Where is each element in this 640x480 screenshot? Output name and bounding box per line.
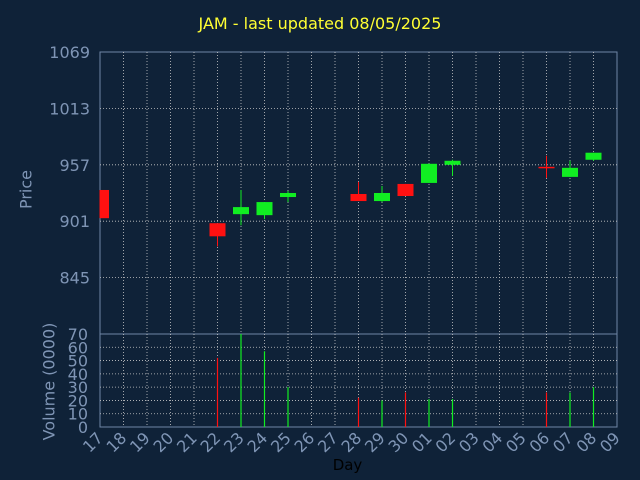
volume-tick-label: 10 xyxy=(68,405,88,424)
price-tick-label: 1013 xyxy=(49,99,90,118)
candle-body xyxy=(374,193,390,202)
candle-body xyxy=(350,194,367,202)
price-tick-label: 1069 xyxy=(49,43,90,62)
candle-body xyxy=(256,202,273,216)
price-tick-label: 957 xyxy=(59,156,90,175)
volume-tick-label: 0 xyxy=(78,418,88,437)
price-tick-label: 845 xyxy=(59,269,90,288)
x-axis-label: Day xyxy=(332,456,363,474)
candle-body xyxy=(280,193,296,198)
volume-tick-label: 50 xyxy=(68,352,88,371)
volume-tick-label: 20 xyxy=(68,391,88,410)
candle-body xyxy=(585,152,602,160)
volume-tick-label: 40 xyxy=(68,365,88,384)
candle-body xyxy=(397,183,414,197)
candle-body xyxy=(538,166,555,169)
candle-body xyxy=(444,160,461,165)
candle-body xyxy=(233,207,249,215)
x-tick-label: 09 xyxy=(596,428,624,456)
price-tick-label: 901 xyxy=(59,212,90,231)
candle-body xyxy=(100,189,109,219)
chart-title: JAM - last updated 08/05/2025 xyxy=(198,14,442,33)
candle-body xyxy=(562,167,578,177)
volume-tick-label: 70 xyxy=(68,325,88,344)
volume-tick-label: 30 xyxy=(68,378,88,397)
candle-body xyxy=(421,163,437,183)
volume-tick-label: 60 xyxy=(68,338,88,357)
candle-body xyxy=(209,223,226,237)
